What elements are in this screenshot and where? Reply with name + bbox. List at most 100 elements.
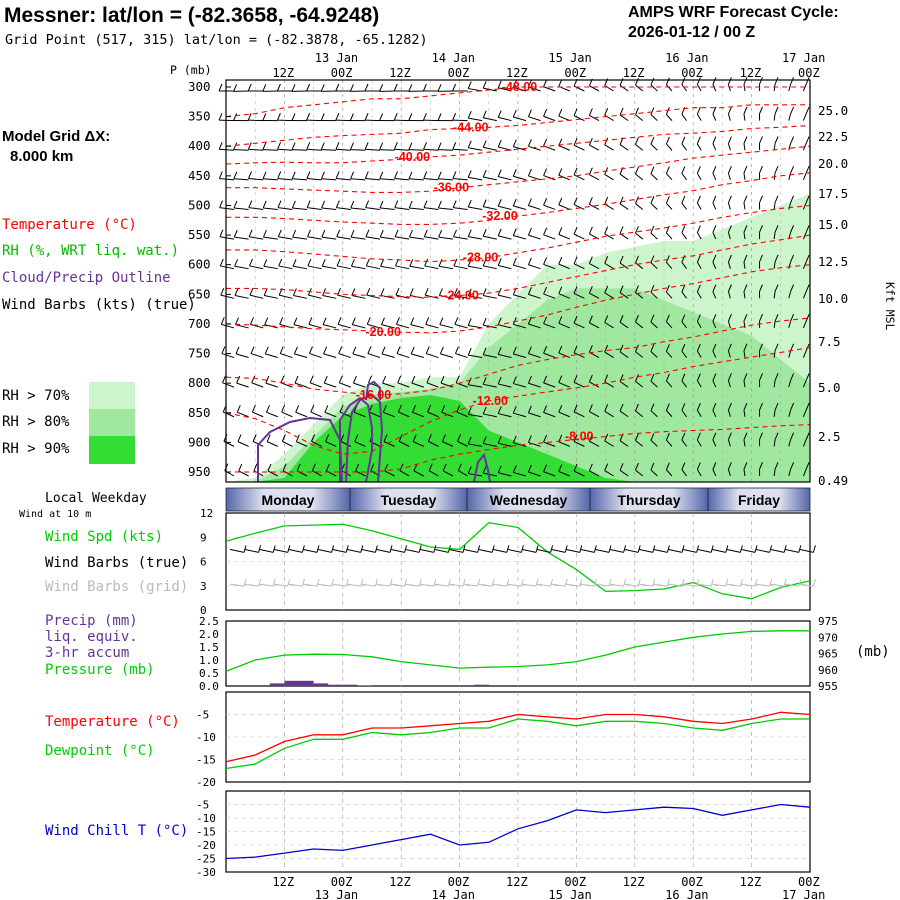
wind-barb-flag <box>759 432 763 440</box>
wind-barb <box>543 323 556 329</box>
wind-barb <box>498 264 512 270</box>
wind-barb-flag <box>681 166 686 174</box>
wind-barb <box>266 441 279 447</box>
wind-barb <box>543 234 556 240</box>
wind-barb <box>543 382 556 388</box>
wind-barb-flag <box>727 402 732 411</box>
wind-barb-flag <box>665 166 670 174</box>
wind-barb <box>589 411 600 418</box>
surface-wind-barb-flag <box>696 545 700 553</box>
wind-barb <box>666 114 673 121</box>
rh80-swatch <box>89 409 135 436</box>
wind-barb-flag <box>295 405 300 413</box>
wind-barb-flag <box>527 79 532 88</box>
chill-panel: -5-10-15-20-25-30 <box>196 790 811 879</box>
wind-barb-flag <box>365 229 370 237</box>
chill-tick-label: -25 <box>196 853 216 866</box>
wind-barb <box>380 236 395 240</box>
wind-barb-flag <box>482 288 487 296</box>
wind-barb <box>543 471 556 477</box>
wind-barb <box>573 411 585 418</box>
wind-barb-flag <box>497 347 502 355</box>
wind-barb <box>666 410 673 418</box>
wind-barb-flag <box>279 346 284 354</box>
kft-tick-label: 5.0 <box>818 380 841 395</box>
wind-barb-flag <box>422 112 427 121</box>
wind-barb-flag <box>393 142 398 150</box>
wind-barb <box>365 177 381 181</box>
wind-barb-flag <box>543 197 548 206</box>
wind-barb-flag <box>681 314 686 322</box>
wind-barb-flag <box>805 462 810 470</box>
bottom-date-label: 15 Jan <box>548 888 591 900</box>
grid-wind-barb <box>478 583 493 587</box>
surface-wind-barb <box>521 548 537 553</box>
wind-barb-flag <box>696 254 701 263</box>
wind-barb-flag <box>220 287 225 296</box>
wind-barb <box>325 441 337 447</box>
wind-barb-flag <box>573 256 578 265</box>
surface-wind-barb-flag <box>462 545 466 553</box>
chill-tick-label: -20 <box>196 839 216 852</box>
wind-barb <box>802 409 807 417</box>
wind-barb-flag <box>512 169 517 177</box>
wind-barb-flag <box>352 375 357 384</box>
surface-wind-barb-flag <box>477 545 481 553</box>
wind-barb-flag <box>712 225 717 233</box>
wind-barb-flag <box>366 287 371 296</box>
wind-barb-flag <box>467 407 472 415</box>
wind-barb <box>483 443 497 447</box>
legend-pressure: Pressure (mb) <box>45 662 155 678</box>
wind-barb-flag <box>321 259 326 267</box>
wind-barb <box>513 323 527 329</box>
wind-barb <box>250 323 264 329</box>
wind-barb <box>788 261 792 269</box>
surface-wind-barb-flag <box>550 545 554 553</box>
wind-barb-flag <box>264 317 269 325</box>
weekday-label: Local Weekday <box>45 491 147 506</box>
wind-barb <box>483 146 497 151</box>
wind-barb <box>681 261 688 269</box>
wind-barb <box>619 84 629 92</box>
wind-barb-flag <box>774 195 779 203</box>
wind-barb <box>468 354 483 359</box>
grid-wind-barb <box>697 583 712 587</box>
wind-barb <box>513 294 527 299</box>
wind-barb-flag <box>235 317 239 325</box>
isotherm-line <box>226 204 811 263</box>
wind-barb-flag <box>295 434 300 442</box>
wind-barb <box>666 321 673 329</box>
bottom-hour-label: 12Z <box>272 875 294 889</box>
isotherm-label: -28.00 <box>463 251 498 265</box>
wind-barb <box>442 470 454 477</box>
wind-barb <box>696 143 702 151</box>
top-hour-label: 12Z <box>506 66 528 80</box>
wind-barb <box>650 114 658 121</box>
surface-wind-barb <box>434 548 449 553</box>
wind-barb-flag <box>635 255 639 263</box>
wind-barb-flag <box>558 404 563 413</box>
surface-wind-barb <box>375 548 391 553</box>
wind-barb <box>365 207 381 210</box>
wind-barb <box>265 353 278 359</box>
wind-barb <box>292 236 308 240</box>
wind-barb-flag <box>350 171 355 179</box>
wind-barb-flag <box>619 315 624 323</box>
wind-barb-flag <box>497 80 502 88</box>
wind-barb <box>743 321 746 328</box>
wind-barb <box>727 439 731 447</box>
pressure-tick-label: 850 <box>188 405 211 420</box>
surface-wind-barb <box>361 548 376 553</box>
wind-barb <box>352 324 366 329</box>
wind-panel: 12 9 6 3 0 <box>200 507 816 617</box>
wind-barb-flag <box>588 374 593 383</box>
wind-barb-flag <box>543 434 548 443</box>
grid-wind-barb-flag <box>812 578 816 587</box>
wind-barb <box>339 382 351 388</box>
wind-barb-flag <box>322 288 327 296</box>
wind-barb <box>619 469 629 477</box>
surface-wind-barb <box>682 548 697 553</box>
wind-barb-flag <box>277 142 282 150</box>
isotherm-line <box>226 424 811 473</box>
wind-barb <box>696 380 702 388</box>
